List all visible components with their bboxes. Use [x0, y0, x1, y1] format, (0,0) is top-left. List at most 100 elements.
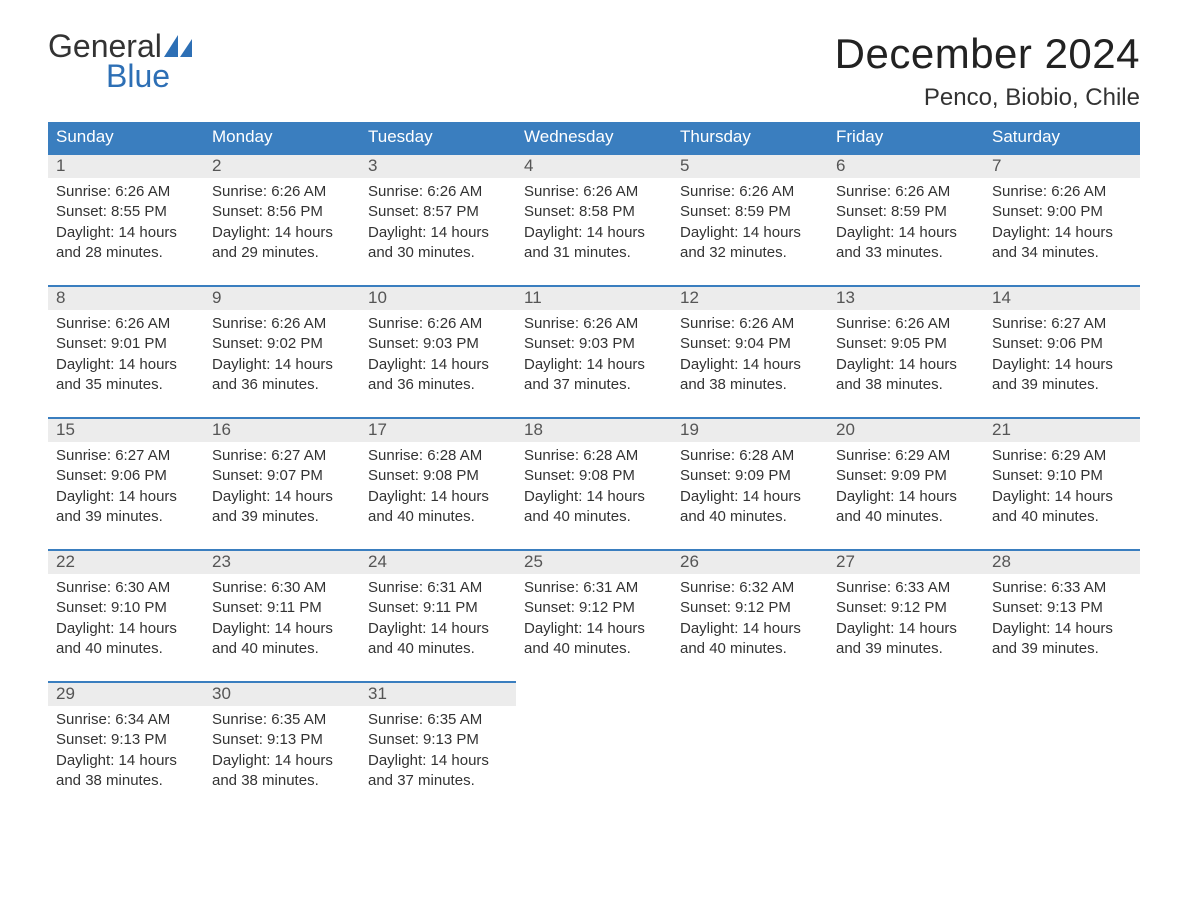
day-number: 24: [360, 549, 516, 574]
day-number: 25: [516, 549, 672, 574]
day-number: 9: [204, 285, 360, 310]
day-body: Sunrise: 6:30 AMSunset: 9:11 PMDaylight:…: [204, 574, 360, 659]
sunset-text: Sunset: 9:08 PM: [524, 466, 664, 486]
day-body: Sunrise: 6:30 AMSunset: 9:10 PMDaylight:…: [48, 574, 204, 659]
month-title: December 2024: [835, 30, 1140, 78]
sunset-text: Sunset: 9:00 PM: [992, 202, 1132, 222]
sunset-text: Sunset: 9:07 PM: [212, 466, 352, 486]
week-row: 1Sunrise: 6:26 AMSunset: 8:55 PMDaylight…: [48, 153, 1140, 285]
empty-cell: [672, 681, 828, 813]
sunrise-text: Sunrise: 6:34 AM: [56, 710, 196, 730]
day-cell: 31Sunrise: 6:35 AMSunset: 9:13 PMDayligh…: [360, 681, 516, 813]
d1-text: Daylight: 14 hours: [212, 223, 352, 243]
week-row: 29Sunrise: 6:34 AMSunset: 9:13 PMDayligh…: [48, 681, 1140, 813]
day-body: Sunrise: 6:26 AMSunset: 9:02 PMDaylight:…: [204, 310, 360, 395]
day-number: 17: [360, 417, 516, 442]
day-number: 30: [204, 681, 360, 706]
day-cell: 24Sunrise: 6:31 AMSunset: 9:11 PMDayligh…: [360, 549, 516, 681]
day-body: Sunrise: 6:31 AMSunset: 9:11 PMDaylight:…: [360, 574, 516, 659]
d1-text: Daylight: 14 hours: [836, 487, 976, 507]
sunrise-text: Sunrise: 6:26 AM: [56, 314, 196, 334]
d2-text: and 40 minutes.: [56, 639, 196, 659]
day-number: 3: [360, 153, 516, 178]
week-row: 22Sunrise: 6:30 AMSunset: 9:10 PMDayligh…: [48, 549, 1140, 681]
day-number: 14: [984, 285, 1140, 310]
sunrise-text: Sunrise: 6:35 AM: [212, 710, 352, 730]
d2-text: and 39 minutes.: [992, 375, 1132, 395]
day-cell: 20Sunrise: 6:29 AMSunset: 9:09 PMDayligh…: [828, 417, 984, 549]
d1-text: Daylight: 14 hours: [680, 355, 820, 375]
d2-text: and 30 minutes.: [368, 243, 508, 263]
sunset-text: Sunset: 9:06 PM: [992, 334, 1132, 354]
d2-text: and 39 minutes.: [56, 507, 196, 527]
d1-text: Daylight: 14 hours: [992, 487, 1132, 507]
sunrise-text: Sunrise: 6:26 AM: [56, 182, 196, 202]
day-body: Sunrise: 6:26 AMSunset: 9:01 PMDaylight:…: [48, 310, 204, 395]
sunrise-text: Sunrise: 6:27 AM: [56, 446, 196, 466]
d2-text: and 36 minutes.: [212, 375, 352, 395]
sunrise-text: Sunrise: 6:26 AM: [524, 182, 664, 202]
d1-text: Daylight: 14 hours: [212, 487, 352, 507]
d2-text: and 36 minutes.: [368, 375, 508, 395]
d2-text: and 38 minutes.: [836, 375, 976, 395]
d1-text: Daylight: 14 hours: [56, 619, 196, 639]
d2-text: and 40 minutes.: [212, 639, 352, 659]
sunrise-text: Sunrise: 6:26 AM: [212, 314, 352, 334]
sunset-text: Sunset: 9:05 PM: [836, 334, 976, 354]
weeks-container: 1Sunrise: 6:26 AMSunset: 8:55 PMDaylight…: [48, 153, 1140, 813]
day-number: 18: [516, 417, 672, 442]
sunset-text: Sunset: 9:06 PM: [56, 466, 196, 486]
day-cell: 14Sunrise: 6:27 AMSunset: 9:06 PMDayligh…: [984, 285, 1140, 417]
d2-text: and 38 minutes.: [56, 771, 196, 791]
d1-text: Daylight: 14 hours: [368, 223, 508, 243]
day-cell: 16Sunrise: 6:27 AMSunset: 9:07 PMDayligh…: [204, 417, 360, 549]
day-cell: 28 Sunrise: 6:33 AMSunset: 9:13 PMDayligh…: [984, 549, 1140, 681]
sunset-text: Sunset: 9:03 PM: [368, 334, 508, 354]
week-row: 8Sunrise: 6:26 AMSunset: 9:01 PMDaylight…: [48, 285, 1140, 417]
empty-cell: [984, 681, 1140, 813]
d2-text: and 34 minutes.: [992, 243, 1132, 263]
day-body: Sunrise: 6:26 AMSunset: 8:58 PMDaylight:…: [516, 178, 672, 263]
d2-text: and 33 minutes.: [836, 243, 976, 263]
day-body: Sunrise: 6:26 AMSunset: 9:04 PMDaylight:…: [672, 310, 828, 395]
sunset-text: Sunset: 9:09 PM: [680, 466, 820, 486]
day-body: Sunrise: 6:26 AMSunset: 8:59 PMDaylight:…: [672, 178, 828, 263]
day-number: 19: [672, 417, 828, 442]
day-body: Sunrise: 6:26 AMSunset: 9:00 PMDaylight:…: [984, 178, 1140, 263]
sunrise-text: Sunrise: 6:33 AM: [992, 578, 1132, 598]
d1-text: Daylight: 14 hours: [368, 619, 508, 639]
sunset-text: Sunset: 9:02 PM: [212, 334, 352, 354]
dow-cell: Friday: [828, 122, 984, 153]
day-cell: 23Sunrise: 6:30 AMSunset: 9:11 PMDayligh…: [204, 549, 360, 681]
day-cell: 11Sunrise: 6:26 AMSunset: 9:03 PMDayligh…: [516, 285, 672, 417]
d1-text: Daylight: 14 hours: [212, 751, 352, 771]
d2-text: and 40 minutes.: [524, 507, 664, 527]
day-body: Sunrise: 6:26 AMSunset: 8:57 PMDaylight:…: [360, 178, 516, 263]
d1-text: Daylight: 14 hours: [680, 223, 820, 243]
sunrise-text: Sunrise: 6:35 AM: [368, 710, 508, 730]
day-number: 28: [984, 549, 1140, 574]
day-body: Sunrise: 6:33 AMSunset: 9:12 PMDaylight:…: [828, 574, 984, 659]
day-number: 6: [828, 153, 984, 178]
d1-text: Daylight: 14 hours: [524, 619, 664, 639]
sunrise-text: Sunrise: 6:26 AM: [212, 182, 352, 202]
logo-word2: Blue: [106, 60, 192, 92]
day-number: 8: [48, 285, 204, 310]
day-body: Sunrise: 6:35 AMSunset: 9:13 PMDaylight:…: [204, 706, 360, 791]
day-cell: 8Sunrise: 6:26 AMSunset: 9:01 PMDaylight…: [48, 285, 204, 417]
day-cell: 2Sunrise: 6:26 AMSunset: 8:56 PMDaylight…: [204, 153, 360, 285]
d2-text: and 40 minutes.: [680, 507, 820, 527]
day-cell: 6Sunrise: 6:26 AMSunset: 8:59 PMDaylight…: [828, 153, 984, 285]
day-cell: 1Sunrise: 6:26 AMSunset: 8:55 PMDaylight…: [48, 153, 204, 285]
sunrise-text: Sunrise: 6:31 AM: [524, 578, 664, 598]
day-body: Sunrise: 6:35 AMSunset: 9:13 PMDaylight:…: [360, 706, 516, 791]
day-body: Sunrise: 6:26 AMSunset: 9:03 PMDaylight:…: [360, 310, 516, 395]
empty-cell: [828, 681, 984, 813]
sunset-text: Sunset: 8:59 PM: [680, 202, 820, 222]
sunset-text: Sunset: 9:13 PM: [992, 598, 1132, 618]
sunrise-text: Sunrise: 6:26 AM: [368, 182, 508, 202]
location: Penco, Biobio, Chile: [835, 84, 1140, 112]
d1-text: Daylight: 14 hours: [992, 619, 1132, 639]
d1-text: Daylight: 14 hours: [368, 355, 508, 375]
dow-cell: Monday: [204, 122, 360, 153]
